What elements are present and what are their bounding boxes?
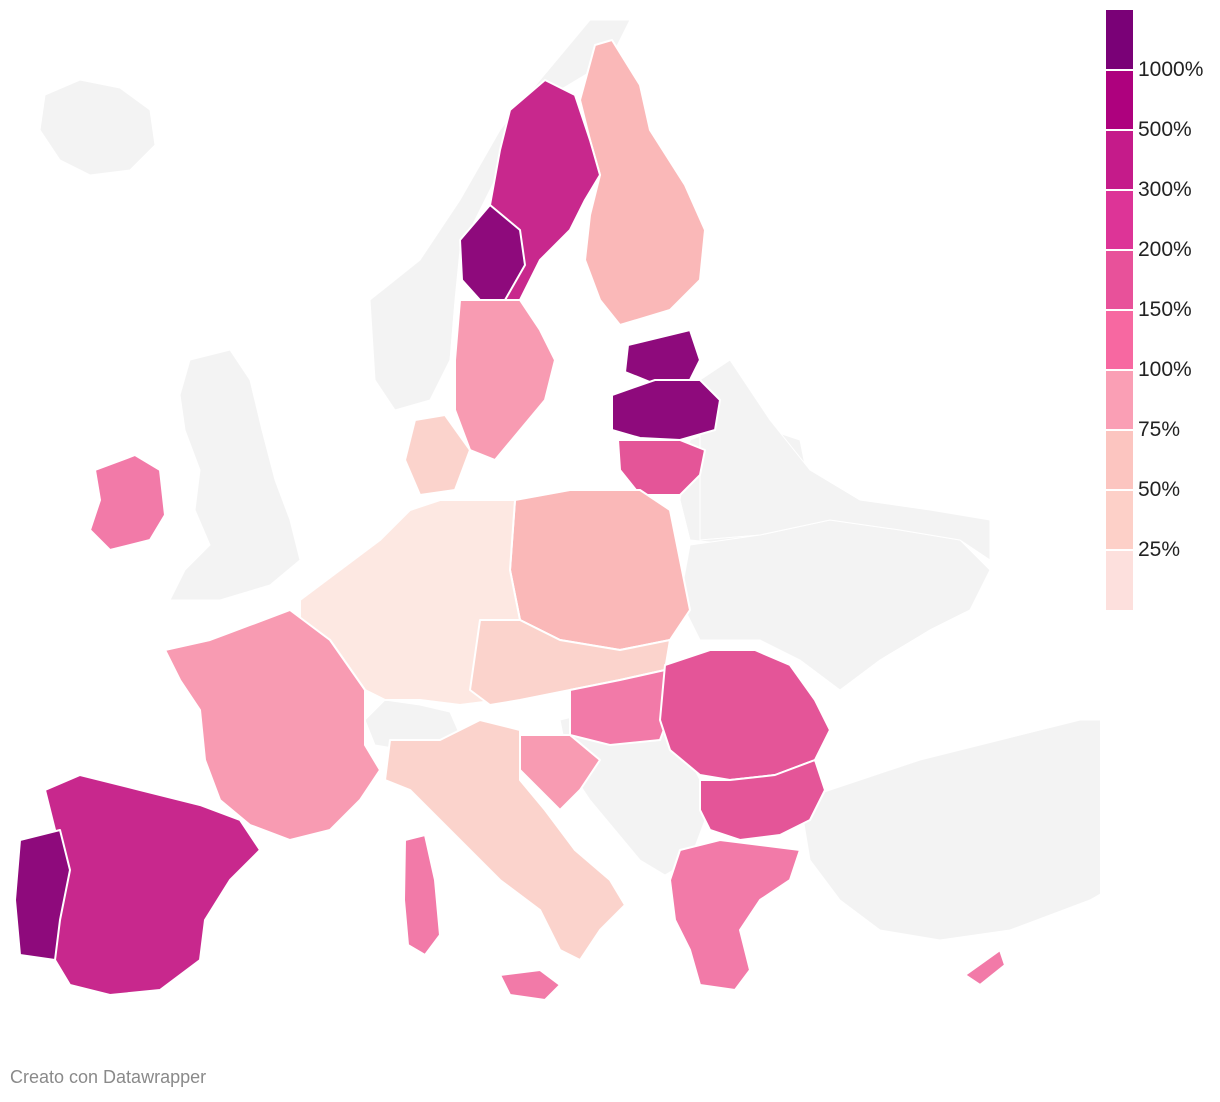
region-lithuania — [617, 439, 706, 496]
region-portugal — [14, 829, 71, 961]
color-legend: 1000% 500% 300% 200% 150% 100% 75% 50% 25% — [1106, 10, 1216, 610]
region-greece — [669, 839, 801, 991]
region-croatia — [519, 734, 601, 811]
legend-swatch — [1106, 130, 1133, 190]
region-ireland — [89, 454, 166, 551]
legend-swatch — [1106, 10, 1133, 70]
region-romania — [659, 649, 831, 781]
russia-icon — [699, 359, 991, 561]
turkey-icon — [799, 719, 1100, 941]
legend-label: 100% — [1138, 358, 1192, 381]
legend-tick — [1106, 369, 1133, 371]
choropleth-map — [14, 19, 1100, 1001]
legend-label: 25% — [1138, 538, 1181, 561]
legend-label: 300% — [1138, 178, 1192, 201]
legend-swatch — [1106, 370, 1133, 430]
legend-label: 200% — [1138, 238, 1192, 261]
eu-regions — [14, 39, 1006, 1001]
region-poland — [509, 489, 691, 651]
non-eu-land — [39, 19, 1100, 941]
region-sweden-south — [454, 299, 556, 461]
credit-text: Creato con Datawrapper — [10, 1067, 207, 1087]
legend-label: 150% — [1138, 298, 1192, 321]
legend-tick — [1106, 309, 1133, 311]
uk-icon — [169, 349, 301, 601]
region-spain — [44, 774, 261, 996]
legend-label: 1000% — [1138, 58, 1204, 81]
legend-tick — [1106, 69, 1133, 71]
region-corsica-sardinia — [403, 834, 441, 956]
legend-swatch — [1106, 190, 1133, 250]
legend-tick — [1106, 129, 1133, 131]
legend-tick — [1106, 249, 1133, 251]
legend-swatch — [1106, 250, 1133, 310]
region-bulgaria — [699, 759, 826, 841]
legend-swatch — [1106, 490, 1133, 550]
region-finland — [579, 39, 706, 326]
region-cyprus — [964, 949, 1006, 986]
legend-swatch — [1106, 310, 1133, 370]
legend-tick — [1106, 489, 1133, 491]
legend-swatch — [1106, 550, 1133, 610]
legend-tick — [1106, 189, 1133, 191]
region-italy — [384, 719, 626, 961]
region-sicily — [499, 969, 561, 1001]
legend-label: 75% — [1138, 418, 1181, 441]
region-latvia — [611, 379, 721, 441]
legend-tick — [1106, 549, 1133, 551]
legend-label: 50% — [1138, 478, 1181, 501]
region-denmark — [404, 414, 471, 496]
legend-label: 500% — [1138, 118, 1192, 141]
legend-swatch — [1106, 70, 1133, 130]
iceland-icon — [39, 79, 156, 176]
region-estonia — [624, 329, 701, 383]
region-france — [164, 609, 381, 841]
region-sweden-west — [459, 204, 526, 301]
legend-tick — [1106, 429, 1133, 431]
legend-swatch — [1106, 430, 1133, 490]
